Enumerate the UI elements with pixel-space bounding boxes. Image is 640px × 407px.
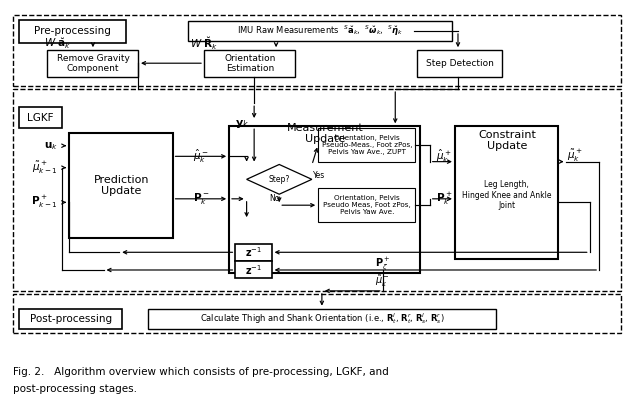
Bar	[13, 89, 621, 291]
Bar	[69, 133, 173, 238]
Text: $\hat{\mu}^+_k$: $\hat{\mu}^+_k$	[436, 148, 452, 165]
Bar	[13, 15, 621, 85]
Text: $\mathbf{u}_k$: $\mathbf{u}_k$	[44, 140, 58, 151]
Text: Calculate Thigh and Shank Orientation (i.e., $\mathbf{R}_t^l$, $\mathbf{R}_t^r$,: Calculate Thigh and Shank Orientation (i…	[200, 311, 444, 326]
Bar	[47, 50, 138, 77]
Text: $\mathbf{z}^{-1}$: $\mathbf{z}^{-1}$	[245, 263, 262, 277]
Text: LGKF: LGKF	[27, 113, 54, 123]
Bar	[19, 309, 122, 329]
Bar	[19, 20, 125, 43]
Text: $\tilde{\mu}^-_k$: $\tilde{\mu}^-_k$	[375, 274, 390, 289]
Bar	[13, 294, 621, 333]
Text: $\mathbf{P}^+_\zeta$: $\mathbf{P}^+_\zeta$	[375, 255, 390, 271]
Text: $\mathbf{P}^-_k$: $\mathbf{P}^-_k$	[193, 191, 209, 206]
Text: Yes: Yes	[313, 171, 326, 179]
Text: No: No	[269, 194, 280, 203]
Text: $\tilde{\mu}^+_k$: $\tilde{\mu}^+_k$	[568, 148, 583, 164]
Text: Step?: Step?	[269, 175, 290, 184]
Text: Leg Length,
Hinged Knee and Ankle
Joint: Leg Length, Hinged Knee and Ankle Joint	[462, 180, 552, 210]
Bar	[19, 107, 61, 128]
Text: $\mathbf{z}^{-1}$: $\mathbf{z}^{-1}$	[245, 245, 262, 259]
Bar	[236, 244, 272, 261]
Text: Step Detection: Step Detection	[426, 59, 494, 68]
Bar	[236, 261, 272, 278]
Text: Orientation, Pelvis
Pseudo-Meas., Foot zPos,
Pelvis Yaw Ave., ZUPT: Orientation, Pelvis Pseudo-Meas., Foot z…	[322, 135, 412, 155]
Text: $\mathbf{P}^+_k$: $\mathbf{P}^+_k$	[436, 191, 452, 207]
Text: Fig. 2.   Algorithm overview which consists of pre-processing, LGKF, and: Fig. 2. Algorithm overview which consist…	[13, 367, 388, 377]
Bar	[455, 126, 558, 259]
Text: Orientation
Estimation: Orientation Estimation	[224, 53, 275, 73]
Text: Prediction
Update: Prediction Update	[93, 175, 149, 196]
Text: $W\ \breve{\mathbf{a}}_k$: $W\ \breve{\mathbf{a}}_k$	[44, 37, 71, 51]
Text: Post-processing: Post-processing	[30, 314, 112, 324]
Text: Measurement
Update: Measurement Update	[287, 123, 364, 144]
Bar	[417, 50, 502, 77]
Text: IMU Raw Measurements  $^S\breve{\mathbf{a}}_k$,  $^S\breve{\boldsymbol{\omega}}_: IMU Raw Measurements $^S\breve{\mathbf{a…	[237, 24, 403, 38]
Text: $\mathbf{y}_k$: $\mathbf{y}_k$	[234, 118, 249, 130]
Text: $\mathbf{P}^+_{k-1}$: $\mathbf{P}^+_{k-1}$	[31, 194, 58, 210]
Bar	[148, 309, 495, 329]
Polygon shape	[246, 164, 312, 194]
Bar	[229, 126, 420, 273]
Text: $\tilde{\mu}^+_{k-1}$: $\tilde{\mu}^+_{k-1}$	[32, 160, 58, 176]
Bar	[188, 21, 452, 41]
Text: Pre-processing: Pre-processing	[34, 26, 111, 36]
Bar	[318, 128, 415, 162]
Text: post-processing stages.: post-processing stages.	[13, 384, 137, 394]
Text: Remove Gravity
Component: Remove Gravity Component	[56, 53, 129, 73]
Bar	[318, 188, 415, 222]
Bar	[204, 50, 295, 77]
Text: $W\ \breve{\mathbf{R}}_k$: $W\ \breve{\mathbf{R}}_k$	[189, 35, 218, 52]
Text: $\hat{\mu}^-_k$: $\hat{\mu}^-_k$	[193, 148, 209, 165]
Text: Orientation, Pelvis
Pseudo Meas, Foot zPos,
Pelvis Yaw Ave.: Orientation, Pelvis Pseudo Meas, Foot zP…	[323, 195, 411, 215]
Text: Constraint
Update: Constraint Update	[478, 129, 536, 151]
